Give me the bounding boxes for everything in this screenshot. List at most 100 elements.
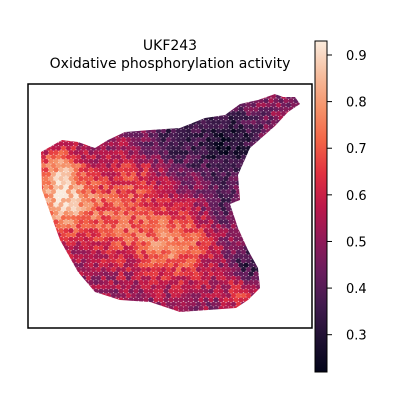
spot-point: [55, 284, 62, 290]
spot-point: [290, 145, 297, 151]
spot-point: [100, 241, 107, 247]
spot-point: [55, 171, 62, 177]
spot-point: [98, 297, 104, 303]
spot-point: [120, 111, 127, 117]
spot-point: [160, 266, 167, 273]
spot-point: [163, 94, 169, 95]
spot-point: [165, 223, 172, 229]
spot-point: [100, 163, 107, 169]
spot-point: [53, 305, 59, 312]
spot-point: [208, 236, 214, 242]
spot-point: [258, 124, 264, 130]
spot-point: [223, 150, 229, 156]
spot-point: [188, 98, 194, 104]
spot-point: [183, 106, 189, 112]
spot-point: [68, 236, 74, 242]
spot-point: [288, 271, 294, 277]
spot-point: [128, 94, 134, 95]
spot-point: [138, 167, 144, 173]
spot-point: [90, 128, 97, 134]
spot-point: [75, 223, 82, 229]
spot-point: [130, 180, 137, 186]
spot-point: [298, 288, 300, 294]
spot-point: [85, 128, 92, 134]
spot-point: [160, 171, 167, 177]
spot-point: [95, 171, 102, 177]
spot-point: [198, 176, 204, 182]
spot-point: [90, 275, 97, 281]
spot-point: [245, 197, 252, 203]
spot-point: [135, 171, 142, 177]
spot-point: [200, 232, 207, 238]
spot-point: [275, 310, 282, 312]
spot-point: [255, 111, 262, 117]
spot-point: [50, 292, 57, 299]
spot-point: [160, 111, 167, 117]
spot-point: [48, 124, 54, 130]
spot-point: [160, 189, 167, 195]
spot-point: [103, 219, 109, 225]
spot-point: [301, 284, 306, 289]
spot-point: [258, 219, 264, 225]
spot-point: [185, 232, 192, 238]
spot-point: [83, 150, 89, 156]
spot-point: [55, 310, 62, 312]
spot-point: [55, 301, 62, 307]
spot-point: [170, 145, 177, 151]
spot-point: [208, 98, 214, 104]
spot-point: [245, 206, 252, 212]
spot-point: [195, 189, 202, 195]
spot-point: [60, 206, 67, 212]
spot-point: [258, 202, 264, 208]
spot-point: [215, 128, 222, 134]
spot-point: [175, 102, 182, 108]
spot-point: [165, 284, 172, 290]
spot-point: [270, 266, 277, 273]
spot-point: [160, 275, 167, 281]
spot-point: [270, 94, 277, 99]
spot-point: [263, 94, 269, 95]
spot-point: [80, 102, 87, 108]
spot-point: [60, 249, 67, 255]
spot-point: [238, 132, 244, 138]
spot-point: [170, 284, 177, 290]
spot-point: [238, 115, 244, 121]
spot-point: [133, 141, 139, 147]
spot-point: [33, 202, 38, 207]
spot-point: [223, 271, 229, 277]
spot-point: [301, 94, 306, 99]
spot-point: [245, 189, 252, 195]
spot-point: [258, 236, 264, 242]
spot-point: [85, 154, 92, 160]
spot-point: [50, 258, 57, 264]
spot-point: [153, 271, 159, 277]
spot-point: [195, 163, 202, 169]
spot-point: [85, 171, 92, 177]
spot-point: [208, 210, 214, 216]
spot-point: [168, 98, 174, 104]
spot-point: [258, 167, 264, 173]
spot-point: [88, 253, 94, 260]
spot-point: [58, 141, 64, 147]
spot-point: [225, 189, 232, 195]
spot-point: [130, 206, 137, 212]
spot-point: [70, 171, 77, 177]
spot-point: [98, 262, 104, 268]
spot-point: [280, 258, 287, 264]
spot-point: [33, 167, 38, 172]
spot-point: [243, 305, 249, 312]
spot-point: [80, 284, 87, 290]
spot-point: [63, 210, 69, 216]
spot-point: [68, 150, 74, 156]
spot-point: [253, 94, 259, 95]
spot-point: [78, 150, 84, 156]
spot-point: [265, 310, 272, 312]
spot-point: [193, 297, 199, 303]
spot-point: [208, 305, 214, 312]
spot-point: [130, 119, 137, 125]
spot-point: [180, 137, 187, 143]
spot-point: [270, 258, 277, 264]
spot-point: [58, 193, 64, 199]
spot-point: [135, 284, 142, 290]
spot-point: [230, 258, 237, 264]
